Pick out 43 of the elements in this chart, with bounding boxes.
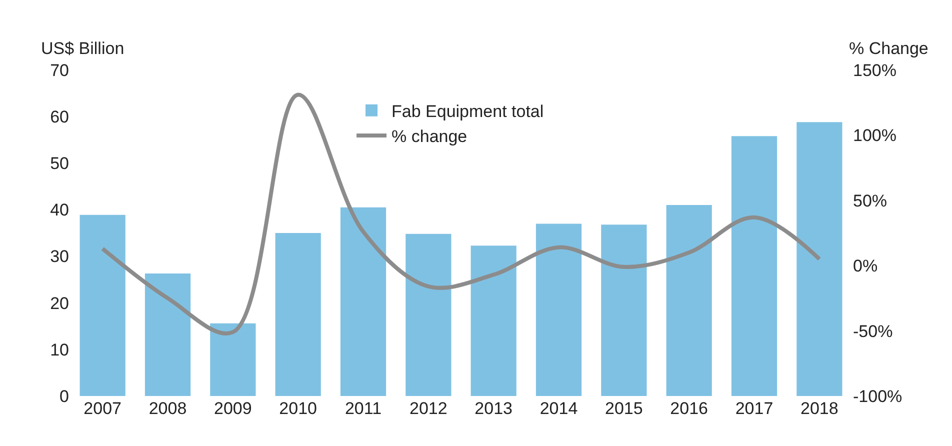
x-tick-label: 2008 bbox=[148, 399, 187, 418]
x-tick-label: 2017 bbox=[735, 399, 774, 418]
bar bbox=[666, 205, 712, 396]
y-tick-label: 0 bbox=[60, 386, 69, 406]
x-tick-label: 2015 bbox=[605, 399, 643, 418]
y-axis-title: US$ Billion bbox=[41, 39, 124, 58]
legend-label: % change bbox=[392, 127, 468, 146]
y2-tick-label: 50% bbox=[853, 191, 888, 210]
y2-tick-label: -50% bbox=[853, 322, 893, 341]
x-tick-label: 2018 bbox=[800, 399, 838, 418]
y2-tick-label: 100% bbox=[853, 126, 896, 146]
y2-tick-label: -100% bbox=[853, 386, 902, 406]
bar bbox=[470, 246, 516, 396]
y-tick-label: 60 bbox=[50, 108, 69, 127]
x-tick-label: 2009 bbox=[214, 399, 252, 418]
bar bbox=[210, 323, 256, 396]
y-tick-label: 20 bbox=[50, 294, 69, 313]
bar bbox=[406, 234, 452, 396]
y-tick-label: 10 bbox=[50, 340, 69, 360]
y2-tick-label: 150% bbox=[853, 60, 896, 80]
y-tick-label: 70 bbox=[50, 60, 69, 80]
y2-axis-title: % Change bbox=[849, 39, 928, 58]
y-tick-label: 40 bbox=[50, 200, 69, 220]
bar bbox=[796, 122, 842, 396]
y-tick-label: 50 bbox=[50, 154, 69, 174]
x-tick-label: 2014 bbox=[540, 399, 578, 418]
x-tick-label: 2013 bbox=[474, 399, 512, 418]
x-tick-label: 2011 bbox=[344, 399, 382, 418]
bar bbox=[80, 214, 126, 396]
x-tick-label: 2007 bbox=[84, 399, 122, 418]
x-tick-label: 2016 bbox=[670, 399, 708, 418]
bar bbox=[275, 233, 321, 396]
x-tick-label: 2012 bbox=[410, 399, 448, 418]
x-tick-label: 2010 bbox=[279, 399, 317, 418]
bar bbox=[340, 207, 386, 396]
bar bbox=[536, 224, 582, 396]
line-series bbox=[100, 92, 822, 336]
y-tick-label: 30 bbox=[50, 247, 69, 266]
bar bbox=[144, 274, 191, 396]
bar bbox=[731, 136, 778, 396]
y2-tick-label: 0% bbox=[853, 256, 878, 276]
bar bbox=[601, 224, 647, 396]
legend-label: Fab Equipment total bbox=[392, 102, 544, 121]
